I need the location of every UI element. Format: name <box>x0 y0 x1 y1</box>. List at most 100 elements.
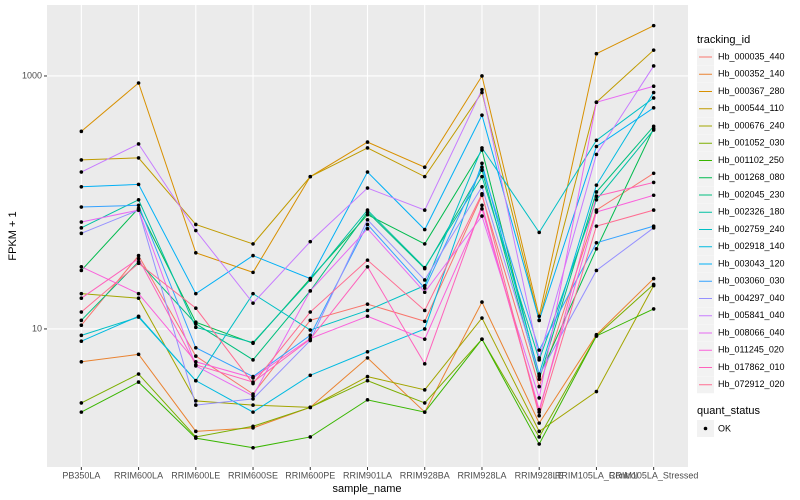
x-tick-label: RRIM105LA_Stressed <box>609 470 699 480</box>
data-point <box>194 403 198 407</box>
point-legend-title: quant_status <box>697 405 760 417</box>
data-point <box>537 348 541 352</box>
data-point <box>308 405 313 410</box>
x-tick-label: RRIM600SE <box>228 470 278 480</box>
data-point <box>365 170 370 174</box>
legend-label: Hb_003043_120 <box>718 258 785 268</box>
legend-label: Hb_000352_140 <box>718 69 785 79</box>
data-point <box>251 291 255 296</box>
data-point <box>79 291 84 296</box>
data-point <box>251 270 255 275</box>
data-point <box>79 264 84 269</box>
data-point <box>480 203 484 208</box>
data-point <box>480 174 484 179</box>
data-point <box>422 337 427 341</box>
data-point <box>79 226 84 230</box>
data-point <box>194 321 198 326</box>
legend-label: Hb_002918_140 <box>718 241 785 251</box>
legend-title: tracking_id <box>697 34 750 46</box>
data-point <box>422 174 427 179</box>
data-point <box>651 208 656 212</box>
data-point <box>308 318 313 323</box>
data-point <box>194 363 198 367</box>
data-point <box>480 337 484 341</box>
legend-label: Hb_004297_040 <box>718 293 785 303</box>
x-axis-title: sample_name <box>332 483 401 495</box>
data-point <box>480 74 484 78</box>
data-point <box>308 310 313 314</box>
data-point <box>136 352 141 357</box>
data-point <box>79 129 84 134</box>
data-point <box>79 310 84 314</box>
data-point <box>136 256 141 261</box>
data-point <box>537 318 541 323</box>
data-point <box>365 398 370 402</box>
data-point <box>480 113 484 117</box>
data-point <box>136 380 141 384</box>
data-point <box>594 210 599 214</box>
legend-label: Hb_001102_250 <box>718 155 784 165</box>
data-point <box>365 208 370 212</box>
data-point <box>136 314 141 319</box>
data-point <box>537 377 541 382</box>
data-point <box>79 184 84 189</box>
data-point <box>537 230 541 235</box>
data-point <box>79 220 84 224</box>
data-point <box>594 224 599 228</box>
data-point <box>308 289 313 293</box>
data-point <box>537 413 541 418</box>
data-point <box>365 349 370 354</box>
data-point <box>480 161 484 166</box>
data-point <box>480 207 484 211</box>
data-point <box>422 227 427 232</box>
data-point <box>365 222 370 227</box>
data-point <box>365 378 370 383</box>
data-point <box>422 362 427 366</box>
data-point <box>79 268 84 273</box>
data-point <box>136 261 141 266</box>
data-point <box>194 436 198 440</box>
data-point <box>594 138 599 143</box>
data-point <box>365 186 370 190</box>
data-point <box>594 152 599 157</box>
data-point <box>651 180 656 185</box>
legend-label: Hb_072912_020 <box>718 379 785 389</box>
data-point <box>136 142 141 146</box>
data-point <box>251 403 255 407</box>
data-point <box>194 306 198 310</box>
data-point <box>537 373 541 378</box>
legend-label: Hb_001052_030 <box>718 138 785 148</box>
data-point <box>194 345 198 350</box>
data-point <box>194 378 198 383</box>
data-point <box>651 226 656 230</box>
data-point <box>79 401 84 405</box>
data-point <box>651 90 656 95</box>
data-point <box>651 171 656 176</box>
legend-label: Hb_000035_440 <box>718 51 785 61</box>
data-point <box>79 323 84 328</box>
data-point <box>79 205 84 209</box>
data-point <box>79 231 84 236</box>
point-legend-label: OK <box>718 423 731 433</box>
data-point <box>136 253 141 258</box>
x-tick-label: RRIM600PE <box>285 470 335 480</box>
x-tick-label: RRIM928LA <box>457 470 506 480</box>
data-point <box>251 340 255 345</box>
data-point <box>194 222 198 227</box>
data-point <box>594 389 599 394</box>
data-point <box>651 193 656 198</box>
data-point <box>422 308 427 313</box>
data-point <box>251 376 255 380</box>
data-point <box>365 258 370 262</box>
data-point <box>480 300 484 304</box>
data-point <box>136 197 141 202</box>
data-point <box>194 429 198 434</box>
data-point <box>251 394 255 398</box>
data-point <box>480 165 484 169</box>
y-tick-label: 1000 <box>22 70 42 80</box>
data-point <box>79 318 84 323</box>
data-point <box>651 276 656 281</box>
data-point <box>594 197 599 202</box>
data-point <box>537 442 541 446</box>
